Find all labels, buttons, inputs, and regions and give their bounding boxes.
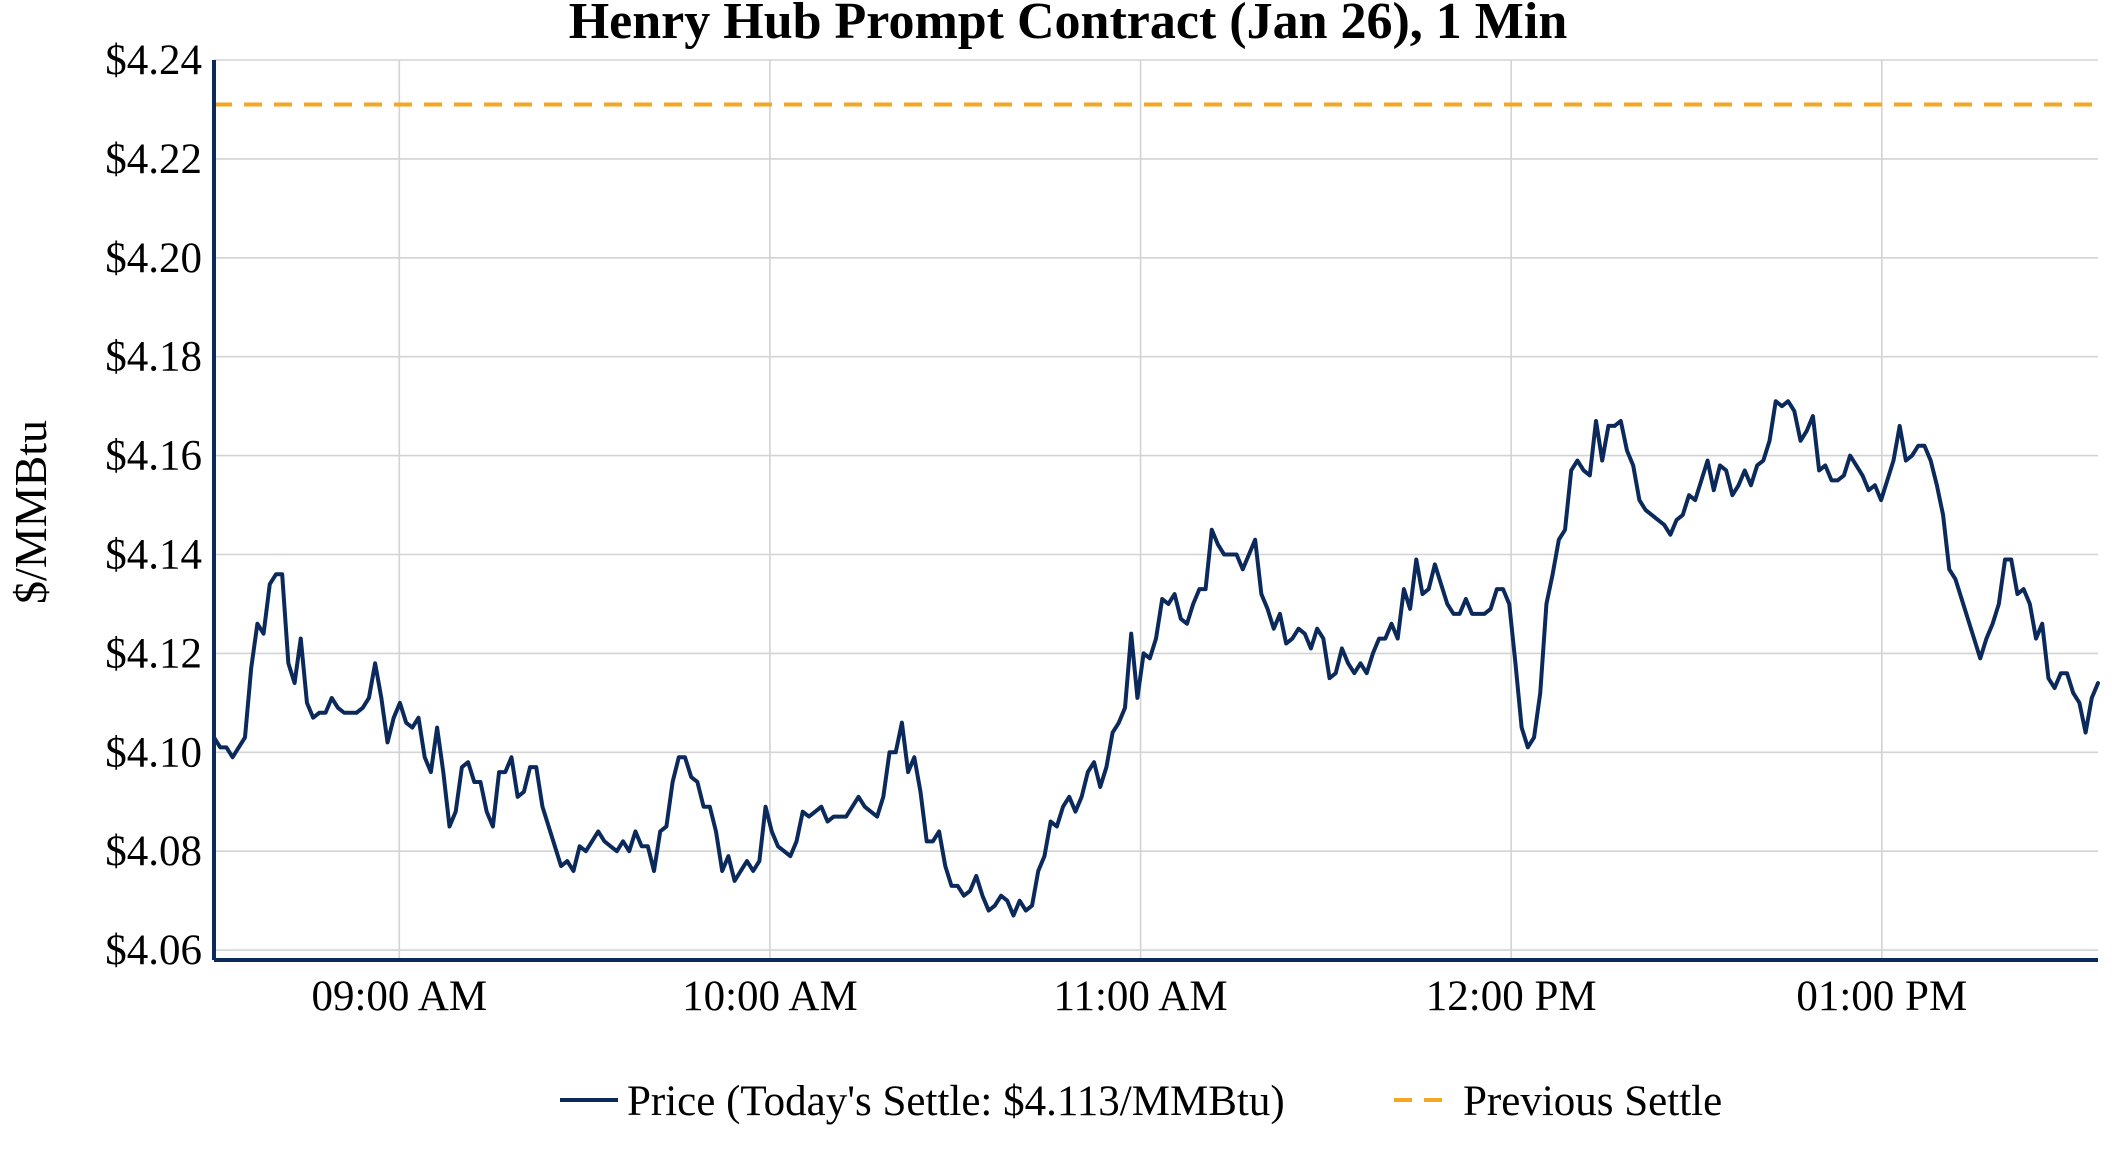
price-series-line <box>212 399 2100 918</box>
chart-title: Henry Hub Prompt Contract (Jan 26), 1 Mi… <box>569 0 1568 50</box>
y-tick-labels: $4.06 $4.08 $4.10 $4.12 $4.14 $4.16 $4.18 $4.20… <box>105 37 202 974</box>
y-tick-label: $4.22 <box>105 136 202 183</box>
x-tick-label: 09:00 AM <box>311 973 487 1020</box>
y-gridlines <box>214 59 2098 951</box>
y-tick-label: $4.18 <box>105 334 202 381</box>
y-axis-label: $/MMBtu <box>5 420 56 604</box>
legend-price-label: Price (Today's Settle: $4.113/MMBtu) <box>627 1078 1285 1125</box>
x-tick-label: 10:00 AM <box>682 973 858 1020</box>
x-tick-label: 01:00 PM <box>1796 973 1967 1020</box>
y-tick-label: $4.20 <box>105 235 202 282</box>
x-gridlines <box>398 60 1883 960</box>
x-tick-label: 11:00 AM <box>1054 973 1228 1020</box>
y-tick-label: $4.14 <box>105 532 202 579</box>
legend-previous-settle-label: Previous Settle <box>1463 1078 1722 1125</box>
y-tick-label: $4.16 <box>105 433 202 480</box>
legend: Price (Today's Settle: $4.113/MMBtu) Pre… <box>560 1078 1722 1125</box>
y-tick-label: $4.06 <box>105 927 202 974</box>
y-tick-label: $4.24 <box>105 37 202 84</box>
x-tick-labels: 09:00 AM 10:00 AM 11:00 AM 12:00 PM 01:00 PM <box>311 973 1967 1020</box>
y-tick-label: $4.10 <box>105 729 202 776</box>
x-tick-label: 12:00 PM <box>1426 973 1597 1020</box>
y-tick-label: $4.12 <box>105 630 202 677</box>
y-tick-label: $4.08 <box>105 828 202 875</box>
